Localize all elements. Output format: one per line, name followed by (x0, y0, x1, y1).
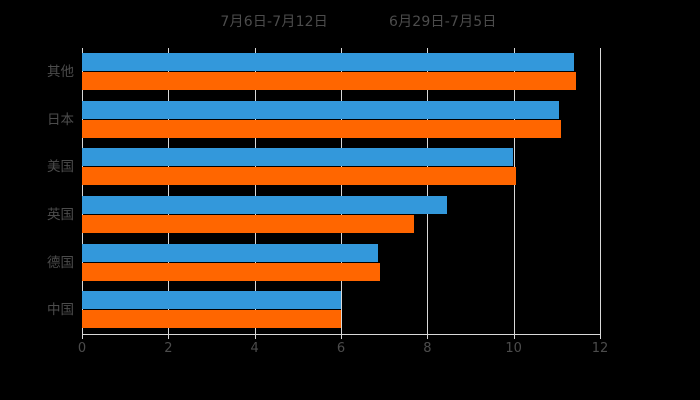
x-axis-tick-mark (341, 334, 342, 339)
bar[interactable] (82, 167, 516, 186)
x-axis-tick-mark (254, 334, 256, 339)
bar[interactable] (82, 148, 513, 167)
gridline-x-12 (600, 48, 601, 334)
x-axis-tick-mark (513, 334, 515, 339)
x-axis-tick-mark (168, 334, 170, 339)
gridline-x-8 (427, 48, 429, 334)
y-axis-tick-label: 英国 (47, 206, 74, 223)
bar-group (82, 195, 600, 234)
bar[interactable] (82, 262, 380, 281)
bar[interactable] (82, 291, 341, 310)
y-axis-labels: 其他日本美国英国德国中国 (4, 48, 74, 334)
legend-item-series-0[interactable]: 7月6日-7月12日 (203, 12, 328, 32)
bar-group (82, 52, 600, 91)
bar[interactable] (82, 195, 447, 214)
bar-group (82, 243, 600, 282)
bar[interactable] (82, 52, 575, 71)
x-axis-tick-mark (600, 334, 601, 339)
bar[interactable] (82, 243, 378, 262)
gridline-x-6 (341, 48, 342, 334)
chart-legend: 7月6日-7月12日 6月29日-7月5日 (0, 9, 700, 35)
x-axis-tick-label: 8 (423, 341, 432, 356)
bar[interactable] (82, 71, 577, 90)
y-axis-tick-label: 德国 (47, 254, 74, 271)
plot-area (82, 48, 601, 334)
x-axis-tick-label: 0 (77, 341, 87, 356)
gridline-x-4 (254, 48, 256, 334)
bar-group (82, 291, 600, 329)
x-axis-tick-mark (82, 334, 83, 339)
legend-label-series-1: 6月29日-7月5日 (389, 14, 497, 30)
gridline-x-2 (168, 48, 170, 334)
y-axis-tick-label: 美国 (47, 159, 74, 176)
bar-group (82, 100, 600, 139)
x-axis-tick-label: 2 (164, 341, 173, 356)
legend-item-series-1[interactable]: 6月29日-7月5日 (372, 12, 497, 32)
x-axis-tick-label: 6 (336, 341, 346, 356)
bar-group (82, 148, 600, 186)
x-axis-tick-label: 12 (591, 341, 609, 356)
x-axis-tick-label: 10 (505, 341, 522, 356)
bar[interactable] (82, 310, 341, 329)
x-axis-tick-mark (427, 334, 429, 339)
y-axis-tick-label: 中国 (47, 302, 74, 319)
bar[interactable] (82, 119, 562, 138)
bar[interactable] (82, 214, 415, 233)
x-axis-tick-label: 4 (250, 341, 259, 356)
y-axis-tick-label: 其他 (47, 63, 74, 80)
legend-label-series-0: 7月6日-7月12日 (220, 14, 328, 30)
gridline-x-0 (82, 48, 83, 334)
bar[interactable] (82, 100, 559, 119)
gridline-x-10 (513, 48, 515, 334)
y-axis-tick-label: 日本 (47, 111, 74, 128)
x-axis: 0 2 4 6 8 10 12 (78, 334, 608, 364)
